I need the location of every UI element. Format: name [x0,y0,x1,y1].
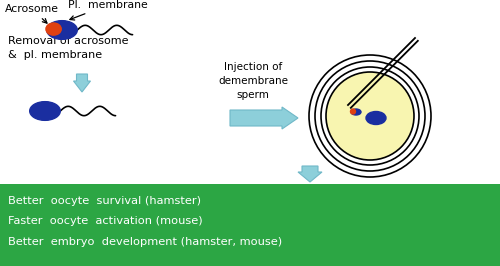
FancyArrow shape [74,74,90,92]
Ellipse shape [46,23,61,35]
Ellipse shape [351,109,361,115]
Text: Pl.  membrane: Pl. membrane [68,0,148,20]
Bar [0,184,500,266]
Text: Injection of
demembrane
sperm: Injection of demembrane sperm [218,62,288,100]
Ellipse shape [46,21,78,39]
Text: Acrosome: Acrosome [5,4,59,23]
Ellipse shape [350,109,356,114]
Ellipse shape [366,111,386,124]
Ellipse shape [30,102,60,120]
Text: Faster  oocyte  activation (mouse): Faster oocyte activation (mouse) [8,216,202,226]
Text: Removal of acrosome
&  pl. membrane: Removal of acrosome & pl. membrane [8,36,128,60]
Text: Better  oocyte  survival (hamster): Better oocyte survival (hamster) [8,196,201,206]
FancyArrow shape [230,107,298,129]
Circle shape [326,72,414,160]
Text: Better  embryo  development (hamster, mouse): Better embryo development (hamster, mous… [8,237,282,247]
FancyArrow shape [298,166,322,182]
